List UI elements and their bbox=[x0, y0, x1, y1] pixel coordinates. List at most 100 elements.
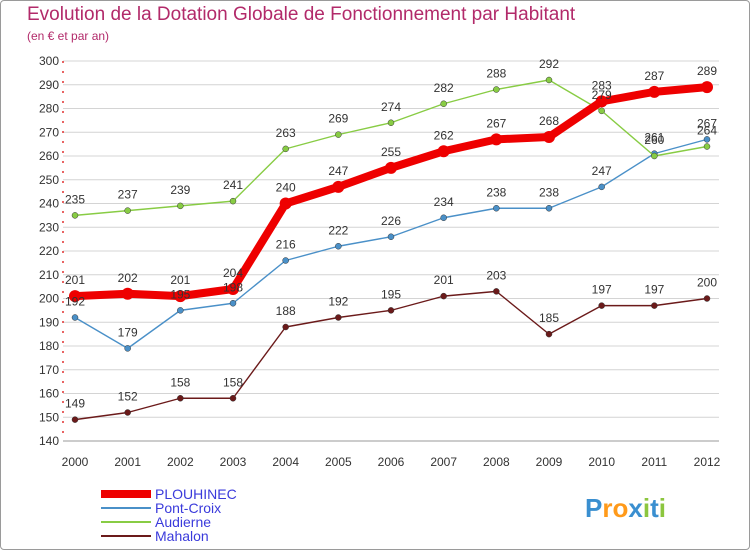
y-tick-label: 200 bbox=[39, 292, 59, 306]
data-point bbox=[440, 292, 447, 300]
x-tick-label: 2000 bbox=[62, 455, 89, 469]
x-tick-label: 2003 bbox=[220, 455, 247, 469]
data-label: 198 bbox=[223, 280, 243, 294]
data-label: 152 bbox=[118, 390, 138, 404]
logo-letter: o bbox=[612, 493, 629, 523]
x-tick-label: 2011 bbox=[641, 455, 667, 469]
data-point bbox=[229, 395, 237, 402]
data-label: 222 bbox=[328, 223, 348, 237]
data-point bbox=[437, 145, 450, 158]
data-label: 247 bbox=[328, 164, 348, 178]
data-label: 262 bbox=[434, 128, 454, 142]
data-label: 202 bbox=[118, 271, 138, 285]
data-label: 201 bbox=[65, 273, 85, 287]
data-label: 274 bbox=[381, 100, 401, 114]
logo-letter: i bbox=[642, 493, 651, 523]
legend-label: Pont-Croix bbox=[155, 500, 222, 516]
data-point bbox=[598, 183, 605, 191]
y-tick-label: 260 bbox=[39, 149, 59, 163]
data-point bbox=[69, 290, 81, 303]
logo-letter: r bbox=[602, 493, 613, 523]
data-point bbox=[651, 152, 658, 160]
logo-letter: P bbox=[585, 493, 603, 523]
data-label: 267 bbox=[697, 116, 717, 130]
data-point bbox=[387, 119, 395, 126]
data-point bbox=[177, 307, 184, 314]
data-label: 261 bbox=[644, 131, 664, 145]
data-point bbox=[229, 197, 237, 205]
data-label: 260 bbox=[644, 133, 664, 147]
data-label: 292 bbox=[539, 57, 559, 71]
x-tick-label: 2007 bbox=[430, 455, 457, 469]
data-label: 267 bbox=[486, 116, 506, 130]
legend-label: Mahalon bbox=[155, 528, 209, 544]
data-point bbox=[545, 330, 553, 338]
legend-label: PLOUHINEC bbox=[155, 486, 237, 502]
data-point bbox=[71, 212, 79, 219]
data-label: 204 bbox=[223, 266, 243, 280]
data-point bbox=[279, 197, 292, 210]
data-point bbox=[282, 257, 289, 264]
y-tick-label: 240 bbox=[39, 197, 59, 211]
data-point bbox=[282, 145, 289, 153]
x-tick-label: 2004 bbox=[272, 455, 299, 469]
proxiti-logo: Proxiti bbox=[585, 493, 666, 524]
data-point bbox=[124, 345, 131, 352]
data-label: 192 bbox=[328, 295, 348, 309]
data-point bbox=[177, 202, 184, 210]
y-tick-label: 190 bbox=[39, 315, 59, 329]
data-label: 288 bbox=[486, 67, 506, 81]
x-tick-label: 2009 bbox=[536, 455, 563, 469]
data-point bbox=[177, 395, 184, 402]
data-point bbox=[385, 161, 397, 174]
data-point bbox=[335, 131, 342, 138]
data-point bbox=[227, 283, 239, 295]
data-label: 239 bbox=[170, 183, 190, 197]
data-point bbox=[493, 86, 500, 93]
x-tick-label: 2010 bbox=[588, 455, 615, 469]
y-tick-label: 210 bbox=[39, 268, 59, 282]
data-label: 269 bbox=[328, 112, 348, 126]
x-tick-label: 2005 bbox=[325, 455, 352, 469]
data-point bbox=[440, 214, 447, 221]
data-point bbox=[387, 233, 395, 240]
y-tick-label: 270 bbox=[39, 125, 59, 139]
data-label: 179 bbox=[118, 325, 138, 339]
chart-subtitle: (en € et par an) bbox=[27, 29, 110, 43]
data-label: 197 bbox=[644, 283, 664, 297]
data-point bbox=[493, 288, 500, 295]
x-tick-label: 2008 bbox=[483, 455, 510, 469]
data-point bbox=[598, 107, 605, 115]
data-label: 158 bbox=[170, 375, 190, 389]
data-label: 240 bbox=[276, 181, 296, 195]
y-tick-label: 160 bbox=[39, 387, 59, 401]
data-point bbox=[71, 416, 79, 423]
data-point bbox=[493, 205, 500, 212]
y-tick-label: 170 bbox=[39, 363, 59, 377]
data-label: 149 bbox=[65, 397, 85, 411]
data-label: 235 bbox=[65, 192, 85, 206]
data-point bbox=[701, 81, 713, 94]
data-label: 226 bbox=[381, 214, 401, 228]
data-label: 268 bbox=[539, 114, 559, 128]
data-label: 195 bbox=[170, 287, 190, 301]
data-point bbox=[545, 76, 553, 84]
y-tick-label: 230 bbox=[39, 220, 59, 234]
data-point bbox=[703, 143, 711, 150]
data-label: 289 bbox=[697, 64, 717, 78]
x-tick-label: 2001 bbox=[114, 455, 141, 469]
data-label: 216 bbox=[276, 238, 296, 252]
data-label: 192 bbox=[65, 295, 85, 309]
data-label: 287 bbox=[644, 69, 664, 83]
x-tick-label: 2012 bbox=[694, 455, 721, 469]
data-point bbox=[545, 205, 553, 212]
data-label: 283 bbox=[592, 78, 612, 92]
data-label: 201 bbox=[434, 273, 454, 287]
data-label: 255 bbox=[381, 145, 401, 159]
data-label: 188 bbox=[276, 304, 296, 318]
data-label: 200 bbox=[697, 276, 717, 290]
data-point bbox=[598, 302, 605, 309]
y-tick-label: 290 bbox=[39, 78, 59, 92]
data-point bbox=[490, 133, 503, 146]
